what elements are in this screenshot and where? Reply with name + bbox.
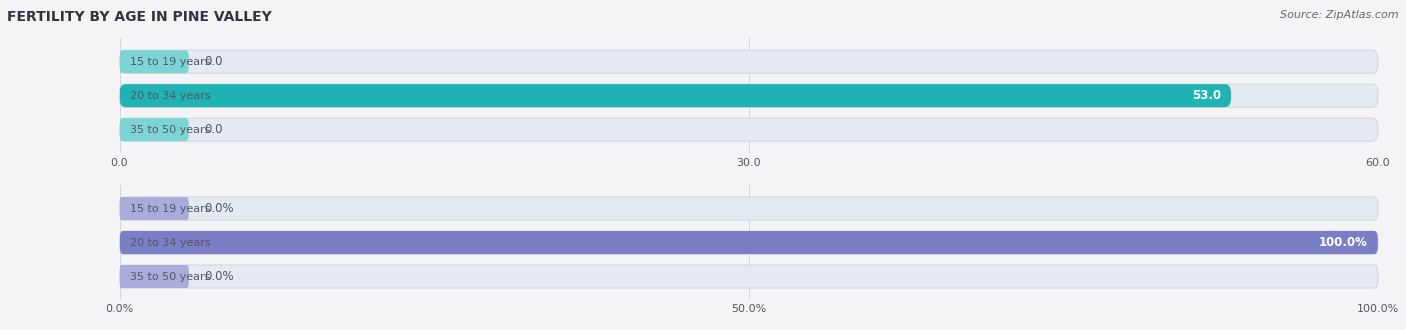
Text: 0.0: 0.0 — [204, 55, 222, 68]
FancyBboxPatch shape — [120, 265, 1378, 288]
Text: Source: ZipAtlas.com: Source: ZipAtlas.com — [1281, 10, 1399, 20]
Text: 20 to 34 years: 20 to 34 years — [129, 91, 211, 101]
FancyBboxPatch shape — [120, 197, 188, 220]
Text: 20 to 34 years: 20 to 34 years — [129, 238, 211, 248]
Text: 35 to 50 years: 35 to 50 years — [129, 272, 209, 281]
FancyBboxPatch shape — [120, 50, 1378, 73]
FancyBboxPatch shape — [120, 84, 1378, 107]
Text: 15 to 19 years: 15 to 19 years — [129, 57, 209, 67]
FancyBboxPatch shape — [120, 231, 1378, 254]
FancyBboxPatch shape — [120, 50, 188, 73]
Text: 0.0: 0.0 — [204, 123, 222, 136]
Text: 35 to 50 years: 35 to 50 years — [129, 125, 209, 135]
Text: 53.0: 53.0 — [1192, 89, 1220, 102]
Text: 0.0%: 0.0% — [204, 270, 233, 283]
FancyBboxPatch shape — [120, 118, 188, 141]
Text: FERTILITY BY AGE IN PINE VALLEY: FERTILITY BY AGE IN PINE VALLEY — [7, 10, 271, 24]
FancyBboxPatch shape — [120, 118, 1378, 141]
Text: 0.0%: 0.0% — [204, 202, 233, 215]
FancyBboxPatch shape — [120, 197, 1378, 220]
Text: 15 to 19 years: 15 to 19 years — [129, 204, 209, 214]
FancyBboxPatch shape — [120, 231, 1378, 254]
FancyBboxPatch shape — [120, 84, 1232, 107]
Text: 100.0%: 100.0% — [1319, 236, 1368, 249]
FancyBboxPatch shape — [120, 265, 188, 288]
